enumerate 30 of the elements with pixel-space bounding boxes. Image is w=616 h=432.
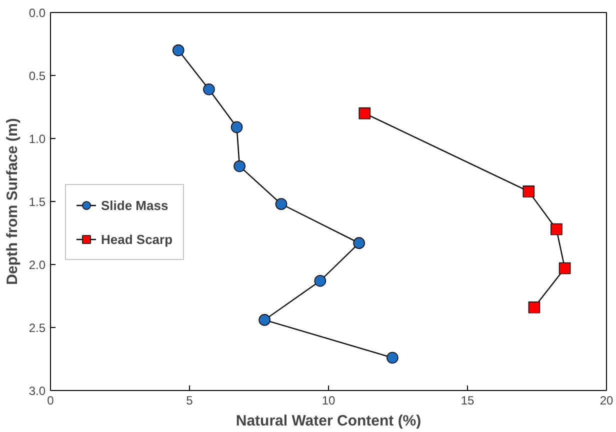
legend-label: Head Scarp [101, 232, 173, 246]
point [550, 223, 562, 236]
legend-label: Slide Mass [101, 198, 168, 212]
y-tick-label: 2.5 [28, 321, 46, 335]
x-tick-label: 0 [47, 394, 54, 408]
y-tick-label: 2.0 [28, 258, 46, 272]
point [558, 262, 571, 274]
y-axis-title: Depth from Surface (m) [4, 118, 21, 285]
y-tick-label: 3.0 [28, 384, 46, 398]
y-tick-label: 1.5 [28, 195, 46, 209]
x-tick-label: 15 [460, 394, 474, 408]
point [528, 301, 540, 314]
y-tick-label: 0.5 [28, 69, 46, 83]
point [386, 352, 398, 364]
point [172, 44, 184, 56]
point [358, 107, 371, 120]
point [230, 121, 243, 134]
point [234, 160, 246, 172]
x-axis-title: Natural Water Content (%) [236, 412, 422, 430]
y-tick-label: 1.0 [28, 132, 46, 146]
point [353, 237, 365, 249]
point [522, 186, 535, 198]
point [314, 274, 326, 287]
point [275, 198, 288, 210]
x-tick-label: 20 [600, 394, 614, 408]
y-tick-label: 0.0 [28, 6, 46, 20]
point [258, 314, 270, 326]
x-tick-label: 10 [322, 394, 336, 408]
point [203, 83, 215, 96]
x-tick-label: 5 [186, 394, 194, 408]
